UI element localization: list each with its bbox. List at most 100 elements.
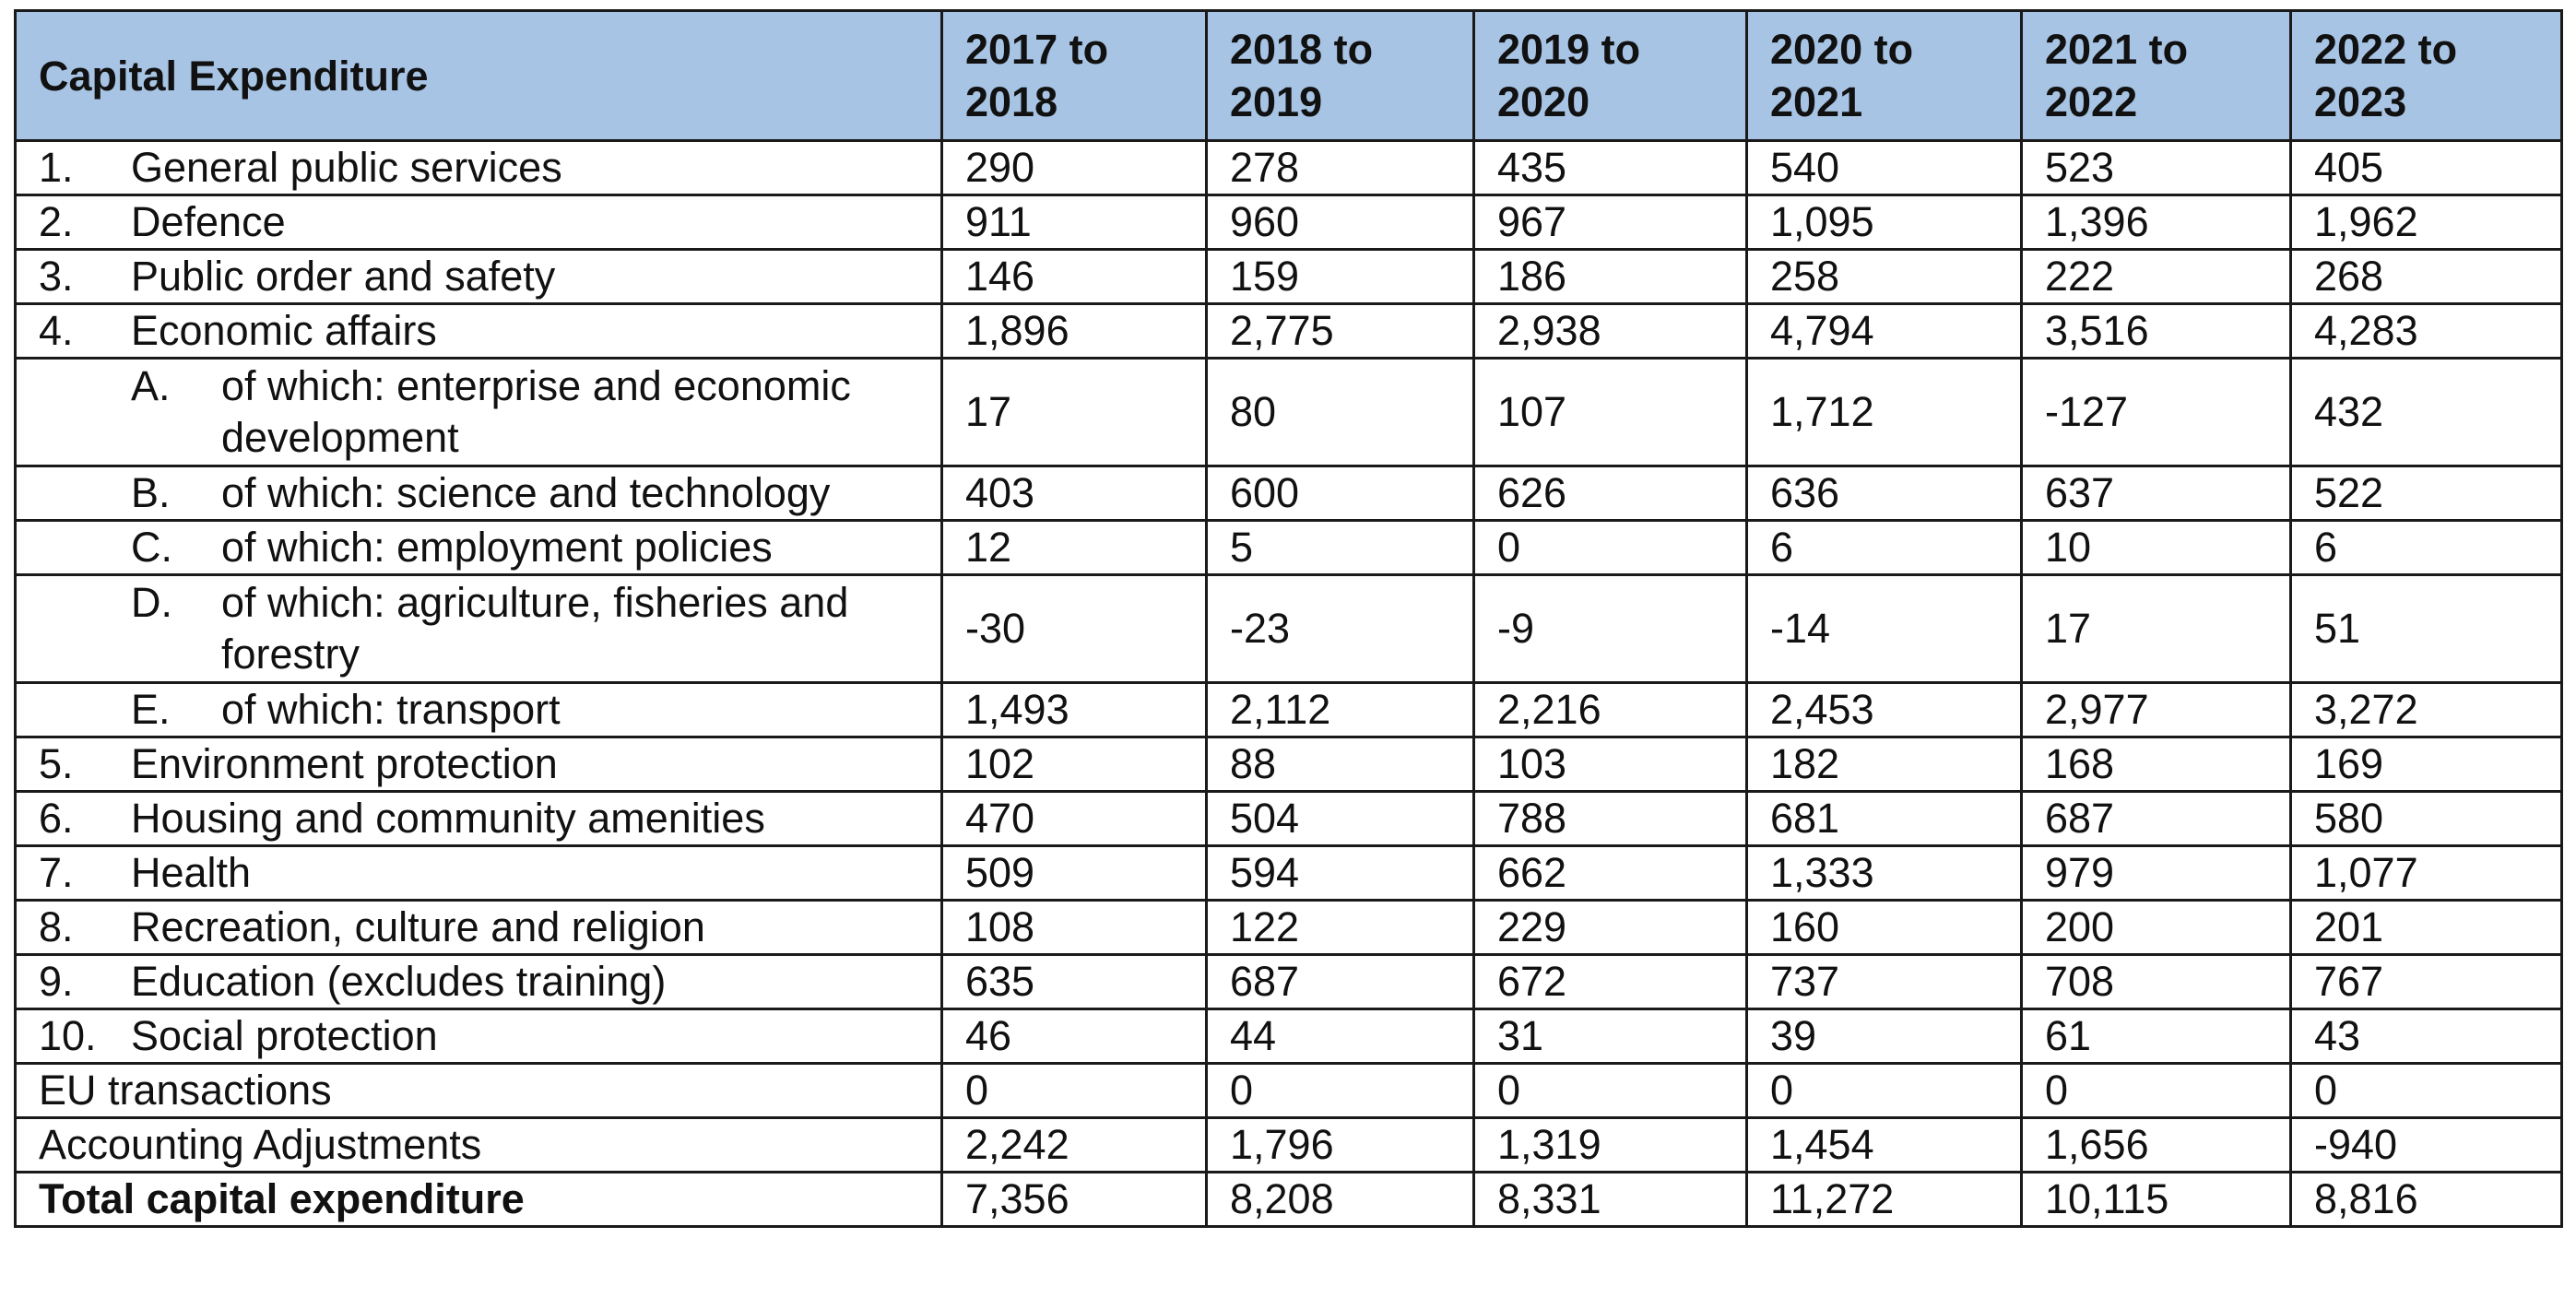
- value-cell: 662: [1472, 844, 1748, 902]
- table-row: 4. Economic affairs 1,896 2,775 2,938 4,794 3,…: [14, 302, 2563, 360]
- value-cell: 0: [2020, 1062, 2292, 1119]
- value-cell: 61: [2020, 1008, 2292, 1065]
- value-cell: 258: [1745, 248, 2023, 305]
- row-label: EU transactions: [39, 1067, 918, 1115]
- row-label-text: of which: agriculture, fisheries and for…: [221, 579, 849, 678]
- row-number: B.: [131, 469, 171, 516]
- value-cell: 0: [1472, 519, 1748, 576]
- value-cell: 967: [1472, 194, 1748, 251]
- value-cell: 1,077: [2289, 844, 2563, 902]
- value-cell: -9: [1472, 573, 1748, 684]
- value-cell: 737: [1745, 953, 2023, 1010]
- table-row: 1. General public services 290 278 435 540 523…: [14, 139, 2563, 196]
- value-cell: 540: [1745, 139, 2023, 196]
- value-cell: 1,095: [1745, 194, 2023, 251]
- row-label-cell: D. of which: agriculture, fisheries and f…: [14, 573, 943, 684]
- row-label: 6. Housing and community amenities: [39, 795, 918, 843]
- header-row: Capital Expenditure 2017 to 2018 2018 to…: [14, 9, 2563, 142]
- value-cell: 1,896: [940, 302, 1208, 360]
- table-row: Accounting Adjustments 2,242 1,796 1,319 1,4…: [14, 1116, 2563, 1173]
- row-label-cell: C. of which: employment policies: [14, 519, 943, 576]
- value-cell: -23: [1205, 573, 1475, 684]
- value-cell: 201: [2289, 899, 2563, 956]
- value-cell: 169: [2289, 736, 2563, 793]
- header-year: 2019 to 2020: [1472, 9, 1748, 142]
- value-cell: 0: [2289, 1062, 2563, 1119]
- value-cell: 8,208: [1205, 1171, 1475, 1228]
- row-label-text: of which: enterprise and economic develo…: [221, 362, 851, 461]
- value-cell: 2,216: [1472, 681, 1748, 738]
- value-cell: 637: [2020, 465, 2292, 522]
- value-cell: 681: [1745, 790, 2023, 847]
- value-cell: 432: [2289, 357, 2563, 467]
- value-cell: 1,333: [1745, 844, 2023, 902]
- row-label-cell: 10. Social protection: [14, 1008, 943, 1065]
- row-label: Total capital expenditure: [39, 1175, 918, 1224]
- value-cell: 268: [2289, 248, 2563, 305]
- value-cell: 636: [1745, 465, 2023, 522]
- value-cell: 635: [940, 953, 1208, 1010]
- value-cell: 435: [1472, 139, 1748, 196]
- row-label-text: of which: transport: [221, 686, 561, 733]
- value-cell: 31: [1472, 1008, 1748, 1065]
- value-cell: 2,242: [940, 1116, 1208, 1173]
- value-cell: 8,816: [2289, 1171, 2563, 1228]
- value-cell: 200: [2020, 899, 2292, 956]
- row-label-cell: 8. Recreation, culture and religion: [14, 899, 943, 956]
- value-cell: 600: [1205, 465, 1475, 522]
- capital-expenditure-table: Capital Expenditure 2017 to 2018 2018 to…: [14, 9, 2563, 1228]
- value-cell: 186: [1472, 248, 1748, 305]
- row-number: A.: [131, 362, 171, 409]
- table-row: 9. Education (excludes training) 635 687 672…: [14, 953, 2563, 1010]
- value-cell: 43: [2289, 1008, 2563, 1065]
- row-number: 9.: [39, 958, 74, 1005]
- table-row: E. of which: transport 1,493 2,112 2,216 2,45…: [14, 681, 2563, 738]
- row-label-cell: E. of which: transport: [14, 681, 943, 738]
- value-cell: 168: [2020, 736, 2292, 793]
- value-cell: 39: [1745, 1008, 2023, 1065]
- value-cell: 470: [940, 790, 1208, 847]
- value-cell: 626: [1472, 465, 1748, 522]
- value-cell: 594: [1205, 844, 1475, 902]
- row-number: 3.: [39, 253, 74, 300]
- row-label: 8. Recreation, culture and religion: [39, 903, 918, 952]
- value-cell: 4,794: [1745, 302, 2023, 360]
- value-cell: 51: [2289, 573, 2563, 684]
- row-label-text: EU transactions: [39, 1067, 332, 1114]
- value-cell: 767: [2289, 953, 2563, 1010]
- value-cell: 229: [1472, 899, 1748, 956]
- value-cell: 504: [1205, 790, 1475, 847]
- value-cell: 10,115: [2020, 1171, 2292, 1228]
- row-label-text: Health: [131, 849, 252, 896]
- row-label-cell: Accounting Adjustments: [14, 1116, 943, 1173]
- table-row: B. of which: science and technology 403 600…: [14, 465, 2563, 522]
- value-cell: 17: [940, 357, 1208, 467]
- value-cell: 2,938: [1472, 302, 1748, 360]
- value-cell: -940: [2289, 1116, 2563, 1173]
- row-label-text: Public order and safety: [131, 253, 556, 300]
- value-cell: 522: [2289, 465, 2563, 522]
- row-label-cell: EU transactions: [14, 1062, 943, 1119]
- value-cell: 222: [2020, 248, 2292, 305]
- row-number: 8.: [39, 903, 74, 950]
- value-cell: 88: [1205, 736, 1475, 793]
- row-label-text: of which: employment policies: [221, 524, 773, 571]
- value-cell: 1,319: [1472, 1116, 1748, 1173]
- value-cell: 108: [940, 899, 1208, 956]
- value-cell: 1,656: [2020, 1116, 2292, 1173]
- row-label-cell: 4. Economic affairs: [14, 302, 943, 360]
- table-row: C. of which: employment policies 12 5 0 6 10 6: [14, 519, 2563, 576]
- header-year: 2022 to 2023: [2289, 9, 2563, 142]
- value-cell: 278: [1205, 139, 1475, 196]
- value-cell: 687: [2020, 790, 2292, 847]
- value-cell: 405: [2289, 139, 2563, 196]
- row-label: E. of which: transport: [39, 686, 918, 735]
- row-label-text: General public services: [131, 144, 562, 191]
- value-cell: 2,977: [2020, 681, 2292, 738]
- value-cell: 0: [940, 1062, 1208, 1119]
- value-cell: 0: [1205, 1062, 1475, 1119]
- row-label: Accounting Adjustments: [39, 1121, 918, 1170]
- row-label-text: Environment protection: [131, 740, 558, 787]
- row-label: D. of which: agriculture, fisheries and f…: [39, 578, 918, 680]
- row-label: A. of which: enterprise and economic deve…: [39, 361, 918, 464]
